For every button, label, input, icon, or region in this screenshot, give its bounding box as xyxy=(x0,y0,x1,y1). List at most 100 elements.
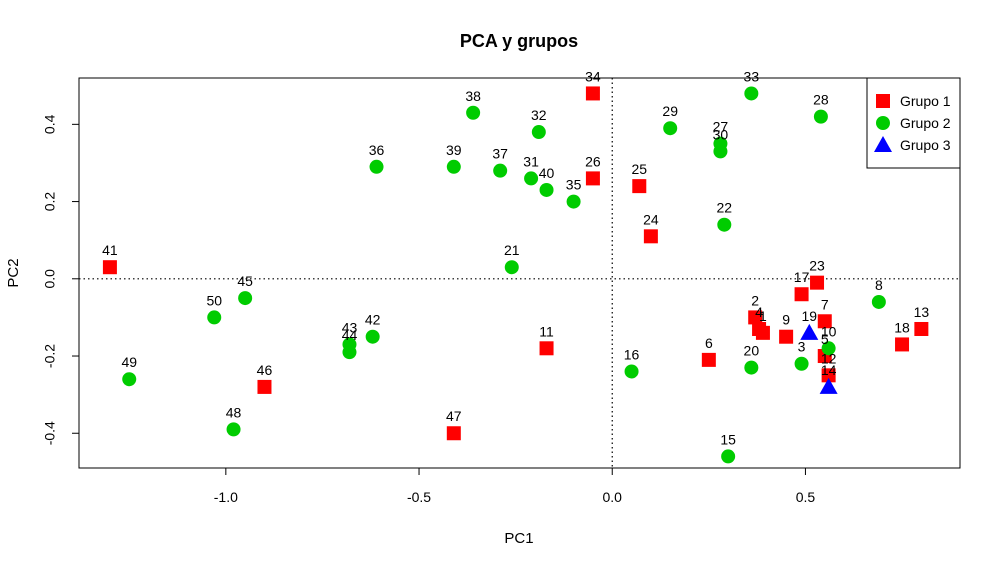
point-label-9: 9 xyxy=(782,312,790,328)
chart-title: PCA y grupos xyxy=(460,31,578,51)
point-label-46: 46 xyxy=(257,362,273,378)
y-axis-ticks: -0.4 -0.2 0.0 0.2 0.4 xyxy=(42,114,80,445)
y-tick-label: -0.4 xyxy=(42,421,58,445)
data-point-17 xyxy=(794,287,809,302)
data-point-38 xyxy=(466,105,481,120)
point-label-18: 18 xyxy=(894,319,910,335)
data-point-18 xyxy=(895,337,910,352)
data-point-35 xyxy=(566,194,581,209)
data-point-30 xyxy=(713,144,728,159)
point-label-23: 23 xyxy=(809,258,825,274)
data-point-16 xyxy=(624,364,639,379)
point-label-13: 13 xyxy=(914,304,930,320)
point-label-11: 11 xyxy=(539,323,554,339)
data-point-47 xyxy=(446,426,461,441)
data-point-50 xyxy=(207,310,222,325)
data-point-41 xyxy=(102,260,117,275)
point-label-2: 2 xyxy=(751,292,759,308)
point-label-1: 1 xyxy=(759,308,767,324)
point-label-42: 42 xyxy=(365,312,381,328)
point-label-43: 43 xyxy=(342,319,358,335)
point-label-12: 12 xyxy=(821,350,837,366)
data-point-40 xyxy=(539,182,554,197)
data-point-42 xyxy=(365,329,380,344)
point-label-6: 6 xyxy=(705,335,713,351)
point-label-40: 40 xyxy=(539,165,555,181)
point-label-22: 22 xyxy=(717,200,733,216)
data-point-15 xyxy=(721,449,736,464)
data-point-31 xyxy=(524,171,539,186)
y-axis-label: PC2 xyxy=(5,258,22,287)
data-point-6 xyxy=(701,352,716,367)
point-label-26: 26 xyxy=(585,153,601,169)
data-point-26 xyxy=(585,171,600,186)
point-label-15: 15 xyxy=(720,431,736,447)
point-label-21: 21 xyxy=(504,242,520,258)
data-point-3 xyxy=(794,356,809,371)
data-point-44 xyxy=(342,345,357,360)
data-point-39 xyxy=(446,159,461,174)
data-point-labels: 1234567891011121314151617181920212223242… xyxy=(102,68,929,447)
point-label-8: 8 xyxy=(875,277,883,293)
point-label-39: 39 xyxy=(446,142,462,158)
point-label-20: 20 xyxy=(744,343,760,359)
data-point-46 xyxy=(257,379,272,394)
point-label-48: 48 xyxy=(226,404,242,420)
point-label-35: 35 xyxy=(566,177,582,193)
data-point-22 xyxy=(717,217,732,232)
y-tick-label: -0.2 xyxy=(42,344,58,368)
point-label-33: 33 xyxy=(744,68,760,84)
point-label-27: 27 xyxy=(713,119,729,135)
point-label-32: 32 xyxy=(531,107,547,123)
legend: Grupo 1 Grupo 2 Grupo 3 xyxy=(866,77,961,169)
point-label-7: 7 xyxy=(821,296,829,312)
data-point-33 xyxy=(744,86,759,101)
data-point-48 xyxy=(226,422,241,437)
point-label-16: 16 xyxy=(624,346,640,362)
point-label-49: 49 xyxy=(121,354,137,370)
point-label-3: 3 xyxy=(798,339,806,355)
legend-label-2: Grupo 2 xyxy=(900,115,951,131)
x-tick-label: 0.5 xyxy=(796,489,816,505)
point-label-30: 30 xyxy=(713,126,729,142)
point-label-41: 41 xyxy=(102,242,118,258)
y-tick-label: 0.4 xyxy=(42,114,58,134)
legend-marker-1 xyxy=(876,94,890,108)
data-point-12 xyxy=(821,368,836,383)
point-label-44: 44 xyxy=(342,327,358,343)
data-point-28 xyxy=(813,109,828,124)
point-label-45: 45 xyxy=(237,273,253,289)
y-tick-label: 0.0 xyxy=(42,269,58,289)
data-point-14 xyxy=(819,377,838,394)
data-point-10 xyxy=(821,341,836,356)
data-point-20 xyxy=(744,360,759,375)
data-point-45 xyxy=(238,291,253,306)
data-point-24 xyxy=(643,229,658,244)
y-tick-label: 0.2 xyxy=(42,192,58,212)
point-label-47: 47 xyxy=(446,408,462,424)
data-point-4 xyxy=(752,321,767,336)
data-point-19 xyxy=(800,323,819,340)
data-point-29 xyxy=(663,121,678,136)
data-points xyxy=(102,86,929,464)
legend-label-1: Grupo 1 xyxy=(900,93,951,109)
reference-lines xyxy=(79,78,960,468)
data-point-9 xyxy=(779,329,794,344)
data-point-37 xyxy=(493,163,508,178)
point-label-28: 28 xyxy=(813,92,829,108)
point-label-14: 14 xyxy=(821,362,837,378)
data-point-7 xyxy=(817,314,832,329)
point-label-4: 4 xyxy=(755,304,763,320)
point-label-10: 10 xyxy=(821,323,837,339)
data-point-2 xyxy=(748,310,763,325)
x-tick-label: -0.5 xyxy=(407,489,431,505)
data-point-11 xyxy=(539,341,554,356)
point-label-25: 25 xyxy=(631,161,647,177)
point-label-5: 5 xyxy=(821,331,829,347)
data-point-49 xyxy=(122,372,137,387)
plot-frame xyxy=(78,77,961,469)
data-point-36 xyxy=(369,159,384,174)
data-point-32 xyxy=(531,125,546,140)
data-point-23 xyxy=(810,275,825,290)
